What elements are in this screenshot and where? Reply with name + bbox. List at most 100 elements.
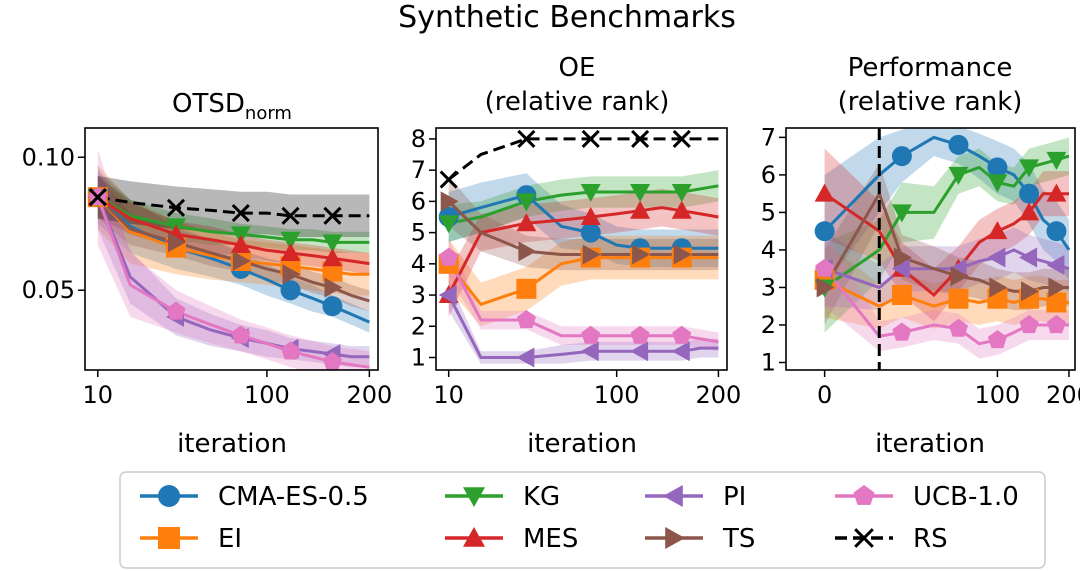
band-pi — [97, 165, 370, 368]
legend-item-cma-es-0.5: CMA-ES-0.5 — [140, 482, 369, 512]
legend-label: PI — [723, 482, 746, 512]
point-ts — [1048, 277, 1067, 298]
ytick-label: 5 — [411, 219, 426, 247]
ytick-label: 4 — [411, 250, 426, 278]
point-rs — [581, 129, 600, 148]
ytick-label: 3 — [761, 273, 776, 301]
point-ucb-1.0 — [1019, 315, 1039, 334]
point-ei — [516, 278, 537, 299]
line-kg — [97, 195, 370, 244]
band-mes — [448, 188, 719, 317]
panel-2-xlabel: iteration — [527, 429, 637, 459]
legend-marker-ei — [158, 527, 180, 549]
point-kg — [987, 174, 1008, 193]
point-pi — [891, 258, 910, 279]
point-ts — [282, 264, 301, 285]
panel-1-data — [87, 149, 371, 370]
point-ts — [440, 191, 459, 212]
xtick-label: 200 — [1046, 381, 1080, 409]
panel-3-title: Performance — [848, 53, 1013, 83]
ytick-label: 5 — [761, 198, 776, 226]
ytick-label: 3 — [411, 281, 426, 309]
point-mes — [671, 200, 692, 219]
point-kg — [322, 234, 343, 253]
point-mes — [280, 242, 301, 261]
point-cma-es-0.5 — [280, 280, 301, 301]
point-cma-es-0.5 — [1019, 183, 1040, 204]
legend-label: RS — [913, 524, 948, 554]
legend-marker-ts — [665, 527, 685, 549]
point-ts — [989, 277, 1008, 298]
point-mes — [630, 200, 651, 219]
point-kg — [948, 166, 969, 185]
panel-3: 0 100 200 1 2 3 4 5 6 7 — [761, 123, 1080, 409]
line-ts — [823, 190, 1069, 293]
ytick-label: 7 — [411, 156, 426, 184]
legend-item-kg: KG — [445, 482, 560, 512]
point-ts — [950, 266, 969, 287]
point-ts — [1021, 281, 1040, 302]
point-ei — [891, 284, 912, 305]
panel-1-xlabel: iteration — [177, 429, 287, 459]
point-ei — [1046, 292, 1067, 313]
legend: CMA-ES-0.5 EI KG MES PI TS UCB-1.0 RS — [140, 482, 1019, 554]
panel-2-data — [438, 129, 719, 368]
panel-3-frame — [785, 127, 1076, 371]
ytick-label: 4 — [761, 236, 776, 264]
point-kg — [1046, 151, 1067, 170]
point-mes — [814, 183, 835, 202]
point-ucb-1.0 — [322, 352, 342, 370]
point-cma-es-0.5 — [814, 221, 835, 242]
ytick-label: 6 — [411, 187, 426, 215]
legend-marker-kg — [463, 487, 485, 507]
legend-item-mes: MES — [445, 524, 578, 554]
xtick-label: 100 — [594, 381, 640, 409]
point-ucb-1.0 — [948, 318, 968, 337]
legend-label: CMA-ES-0.5 — [218, 482, 369, 512]
legend-marker-cma-es-0.5 — [158, 485, 180, 507]
point-kg — [891, 204, 912, 223]
point-ucb-1.0 — [630, 325, 650, 344]
band-mes — [824, 148, 1069, 322]
band-ei — [97, 165, 370, 296]
point-kg — [516, 193, 537, 212]
point-ts — [893, 247, 912, 268]
point-ts — [632, 244, 651, 265]
ytick-label: 1 — [761, 348, 776, 376]
xtick-label: 100 — [244, 381, 290, 409]
legend-label: UCB-1.0 — [913, 482, 1019, 512]
point-pi — [630, 341, 649, 362]
point-rs — [672, 129, 691, 148]
panel-3-xlabel: iteration — [875, 429, 985, 459]
point-ucb-1.0 — [1046, 315, 1066, 334]
point-pi — [1019, 247, 1038, 268]
point-mes — [1019, 202, 1040, 221]
ytick-label: 2 — [411, 312, 426, 340]
ytick-label: 1 — [411, 344, 426, 372]
line-mes — [447, 206, 719, 296]
point-cma-es-0.5 — [1046, 221, 1067, 242]
point-rs — [88, 188, 107, 207]
point-kg — [630, 184, 651, 203]
panel-1-frame — [84, 127, 379, 371]
point-rs — [323, 206, 342, 225]
ytick-label: 2 — [761, 311, 776, 339]
point-ucb-1.0 — [581, 325, 601, 344]
point-ts — [518, 241, 537, 262]
xtick-label: 10 — [83, 381, 114, 409]
line-rs — [447, 137, 719, 181]
figure-title: Synthetic Benchmarks — [398, 0, 736, 35]
legend-marker-mes — [463, 527, 485, 547]
point-ucb-1.0 — [281, 341, 300, 360]
point-ucb-1.0 — [439, 247, 459, 266]
band-ts — [824, 163, 1069, 325]
band-ucb-1.0 — [97, 149, 370, 370]
legend-box — [119, 471, 1046, 569]
xtick-label: 200 — [696, 381, 742, 409]
line-kg — [448, 184, 719, 225]
ytick-label: 0.05 — [22, 276, 75, 304]
point-kg — [580, 184, 601, 203]
legend-item-ei: EI — [140, 524, 242, 554]
line-ts — [96, 196, 370, 303]
